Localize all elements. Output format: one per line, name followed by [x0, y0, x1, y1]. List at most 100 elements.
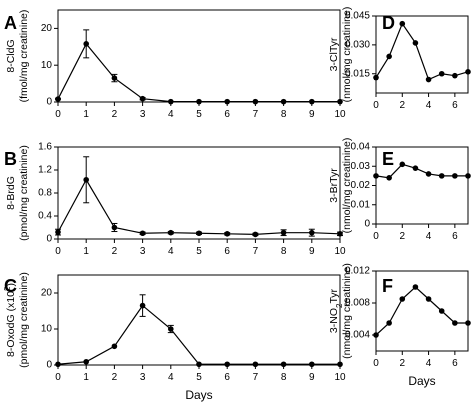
data-point — [465, 173, 471, 179]
data-point — [168, 326, 174, 332]
y-tick-label: 0 — [46, 360, 52, 371]
y-axis-unit: (fmol/mg creatinine) — [18, 10, 30, 103]
data-point — [399, 20, 406, 27]
y-axis-label: 8-BrdG — [5, 176, 17, 210]
x-tick-label: 6 — [452, 231, 458, 242]
y-tick-label: 0.02 — [351, 180, 371, 191]
data-point — [168, 229, 174, 236]
x-tick-label: 2 — [112, 246, 118, 257]
data-point — [280, 361, 287, 368]
data-point — [373, 332, 379, 338]
data-point — [196, 230, 202, 237]
x-tick-label: 6 — [224, 109, 230, 120]
x-tick-label: 4 — [426, 100, 432, 111]
y-tick-label: 0 — [46, 97, 52, 108]
y-tick-label: 0.04 — [351, 142, 371, 153]
x-tick-label: 3 — [140, 372, 146, 383]
data-point — [280, 229, 287, 236]
panel-c: C 0 10 20 0 1 2 3 4 5 6 7 8 9 10 8-OxodG (x102) (pmol/mg… — [3, 272, 346, 402]
series-line — [57, 42, 340, 103]
y-axis-unit: (pmol/mg creatinine) — [18, 145, 30, 241]
data-point — [55, 361, 61, 368]
x-axis-label: Days — [408, 374, 435, 388]
series-line — [57, 178, 341, 236]
y-tick-label: 0.015 — [345, 68, 370, 79]
data-point — [111, 224, 118, 231]
data-point — [425, 171, 432, 177]
x-tick-label: 2 — [400, 100, 406, 111]
y-tick-label: 0.012 — [345, 266, 370, 277]
plot-frame — [375, 270, 469, 352]
x-tick-label: 5 — [196, 372, 202, 383]
data-point — [438, 308, 445, 314]
y-tick-label: 20 — [41, 288, 53, 299]
data-point — [55, 229, 61, 235]
data-point — [196, 98, 202, 105]
x-tick-label: 3 — [140, 109, 146, 120]
data-point — [83, 41, 89, 47]
panel-f: F 0.004 0.008 0.012 0 2 4 6 3-NO2Tyr (nmol/mg cre… — [328, 263, 471, 388]
y-axis-label: 3-NO2Tyr — [328, 288, 344, 333]
panel-label-b: B — [4, 149, 17, 169]
data-point — [386, 175, 392, 181]
x-tick-label: 2 — [400, 358, 406, 369]
data-point — [139, 95, 146, 102]
plot-frame — [57, 274, 341, 366]
data-point — [280, 98, 287, 105]
x-tick-label: 2 — [400, 231, 406, 242]
data-point — [412, 40, 419, 46]
data-point — [412, 165, 419, 171]
data-point — [452, 320, 458, 326]
data-point — [425, 76, 432, 83]
data-point — [438, 70, 445, 77]
data-point — [465, 69, 471, 75]
x-tick-label: 9 — [309, 109, 315, 120]
data-point — [337, 361, 343, 368]
data-point — [373, 173, 379, 179]
y-tick-label: 0.030 — [345, 40, 370, 51]
data-point — [386, 320, 392, 326]
panel-b: B 0 0.4 0.8 1.2 1.6 0 1 2 3 4 5 6 7 8 9 10 8-BrdG (pmol/mg… — [4, 142, 346, 257]
y-axis-label: 3-BrTyr — [328, 168, 340, 203]
plot-frame — [375, 15, 469, 94]
data-point — [55, 96, 61, 102]
x-tick-label: 4 — [168, 372, 174, 383]
y-axis-unit: (nmol/mg creatinine) — [341, 7, 353, 103]
data-point — [196, 361, 202, 368]
data-point — [224, 98, 230, 105]
data-point — [309, 98, 315, 105]
panel-label-f: F — [382, 276, 393, 296]
y-tick-label: 1.2 — [38, 165, 52, 176]
series-line — [375, 286, 468, 336]
y-tick-label: 1.6 — [38, 142, 52, 153]
data-point — [83, 176, 89, 183]
y-tick-label: 0 — [46, 234, 52, 245]
x-tick-label: 6 — [224, 246, 230, 257]
y-tick-label: 10 — [41, 60, 53, 71]
panel-label-d: D — [382, 13, 395, 33]
x-tick-label: 5 — [196, 246, 202, 257]
y-tick-label: 0.004 — [345, 330, 370, 341]
x-tick-label: 4 — [426, 358, 432, 369]
x-tick-label: 1 — [83, 372, 89, 383]
data-point — [412, 284, 419, 290]
panel-a: A 0 10 20 0 1 2 3 4 5 6 7 8 9 10 8-CldG (fmol/mg creatin… — [4, 9, 346, 120]
data-point — [399, 161, 406, 168]
data-point — [465, 320, 471, 326]
data-point — [452, 173, 458, 179]
data-point — [168, 98, 174, 105]
y-tick-label: 0 — [364, 219, 370, 230]
panel-e: E 0 0.01 0.02 0.03 0.04 0 2 4 6 3-BrTyr (nmol/mg cr… — [328, 138, 471, 242]
x-tick-label: 8 — [281, 246, 287, 257]
panel-label-c: C — [4, 276, 17, 296]
x-tick-label: 9 — [309, 246, 315, 257]
data-point — [111, 75, 118, 81]
data-point — [139, 302, 146, 309]
data-point — [309, 229, 315, 236]
x-tick-label: 2 — [112, 109, 118, 120]
x-tick-label: 10 — [334, 109, 346, 120]
panel-label-a: A — [4, 13, 17, 33]
data-point — [337, 231, 343, 237]
series-line — [57, 304, 340, 365]
plot-frame — [57, 9, 341, 103]
